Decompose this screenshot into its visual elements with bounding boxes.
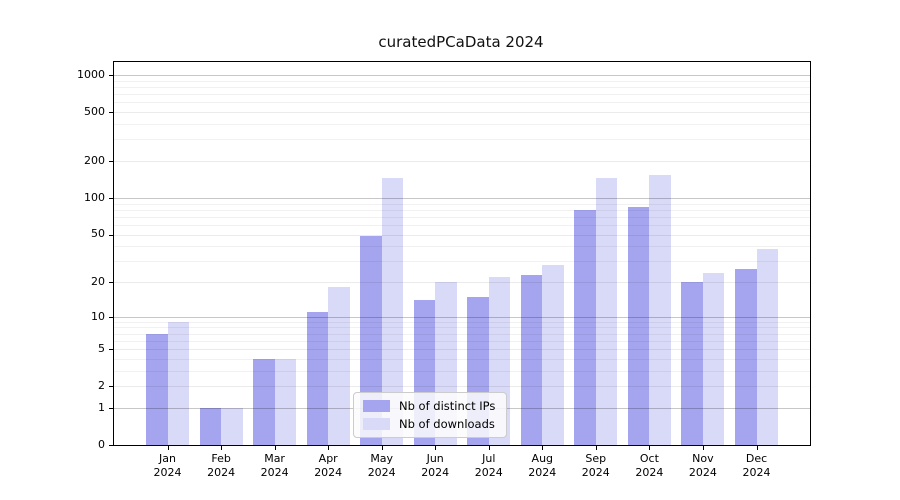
bar-distinct-ips-aug [520, 274, 543, 445]
x-tick-mark-aug [542, 446, 544, 450]
y-tick-mark-50 [109, 234, 113, 236]
x-tick-mark-dec [756, 446, 758, 450]
y-tick-mark-500 [109, 112, 113, 114]
x-tick-mark-oct [649, 446, 651, 450]
x-tick-mark-jul [488, 446, 490, 450]
legend-label-distinct-ips: Nb of distinct IPs [399, 399, 496, 413]
y-tick-label-500: 500 [84, 105, 105, 119]
x-tick-mark-sep [595, 446, 597, 450]
y-tick-mark-100 [109, 197, 113, 199]
plot-area: Nb of distinct IPs Nb of downloads [113, 61, 811, 446]
legend: Nb of distinct IPs Nb of downloads [353, 392, 508, 438]
bar-downloads-nov [702, 272, 725, 445]
x-tick-mark-apr [328, 446, 330, 450]
legend-item-downloads: Nb of downloads [363, 417, 495, 431]
legend-item-distinct-ips: Nb of distinct IPs [363, 399, 495, 413]
y-tick-label-100: 100 [84, 190, 105, 204]
bar-distinct-ips-nov [681, 282, 703, 445]
y-tick-mark-2 [109, 386, 113, 388]
y-tick-label-1000: 1000 [77, 68, 105, 82]
x-tick-label-oct: Oct 2024 [635, 452, 664, 479]
bar-distinct-ips-jan [146, 333, 168, 445]
bar-downloads-feb [221, 407, 243, 445]
x-tick-label-feb: Feb 2024 [207, 452, 236, 479]
y-tick-mark-0 [109, 445, 113, 446]
bar-downloads-aug [542, 264, 564, 445]
bar-downloads-jan [167, 321, 189, 445]
x-tick-label-aug: Aug 2024 [528, 452, 557, 479]
bar-downloads-apr [328, 287, 350, 445]
y-tick-label-5: 5 [98, 342, 105, 356]
legend-swatch-downloads [363, 418, 390, 430]
bar-distinct-ips-sep [574, 209, 596, 445]
x-tick-mark-mar [274, 446, 276, 450]
legend-label-downloads: Nb of downloads [399, 417, 495, 431]
x-tick-label-jun: Jun 2024 [421, 452, 450, 479]
x-tick-label-jul: Jul 2024 [474, 452, 503, 479]
bar-downloads-may [381, 178, 404, 445]
y-tick-label-10: 10 [91, 309, 105, 323]
x-tick-mark-nov [702, 446, 704, 450]
bar-distinct-ips-dec [735, 268, 757, 445]
y-tick-mark-1 [109, 407, 113, 409]
chart-title: curatedPCaData 2024 [378, 33, 544, 51]
x-tick-mark-may [381, 446, 383, 450]
x-tick-label-mar: Mar 2024 [260, 452, 289, 479]
y-tick-label-50: 50 [91, 227, 105, 241]
legend-swatch-distinct-ips [363, 400, 390, 412]
y-tick-mark-1000 [109, 75, 113, 76]
x-tick-label-may: May 2024 [367, 452, 396, 479]
x-tick-label-dec: Dec 2024 [742, 452, 771, 479]
x-tick-mark-jun [435, 446, 437, 450]
y-tick-mark-5 [109, 349, 113, 351]
bar-downloads-oct [649, 174, 671, 445]
bar-distinct-ips-apr [306, 311, 329, 445]
bar-distinct-ips-oct [627, 206, 650, 445]
y-tick-mark-10 [109, 316, 113, 318]
x-tick-label-sep: Sep 2024 [581, 452, 610, 479]
y-tick-label-200: 200 [84, 154, 105, 168]
x-tick-mark-feb [221, 446, 223, 450]
y-tick-mark-20 [109, 282, 113, 283]
bar-distinct-ips-mar [253, 358, 275, 445]
x-tick-mark-jan [167, 446, 169, 450]
bar-downloads-dec [756, 248, 778, 445]
bar-downloads-sep [595, 178, 618, 445]
y-tick-label-20: 20 [91, 274, 105, 288]
x-tick-label-nov: Nov 2024 [688, 452, 717, 479]
y-tick-label-2: 2 [98, 379, 105, 393]
y-tick-mark-200 [109, 161, 113, 162]
bars-layer [114, 62, 810, 445]
x-tick-label-jan: Jan 2024 [153, 452, 182, 479]
bar-downloads-mar [274, 358, 297, 445]
y-tick-label-0: 0 [98, 438, 105, 451]
y-tick-label-1: 1 [98, 400, 105, 414]
x-tick-label-apr: Apr 2024 [314, 452, 343, 479]
bar-distinct-ips-feb [199, 407, 222, 445]
